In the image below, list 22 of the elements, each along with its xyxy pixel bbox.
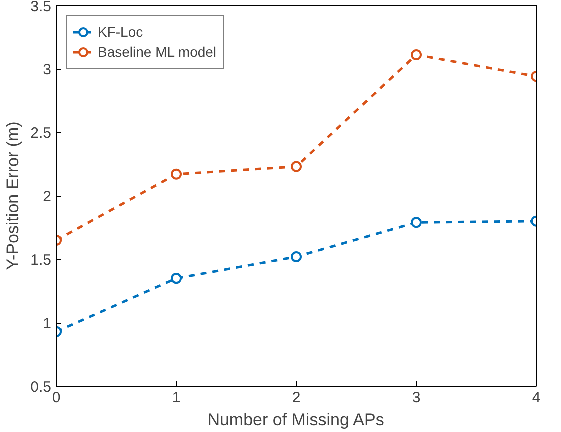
point <box>411 50 422 61</box>
point <box>171 273 182 284</box>
point <box>291 251 302 262</box>
y-tick-label: 1 <box>43 316 52 332</box>
x-tick-label: 4 <box>532 390 541 406</box>
y-tick-label: 2.5 <box>30 125 52 142</box>
y-tick-label: 3.5 <box>30 0 52 16</box>
y-tick-label: 2 <box>43 188 52 206</box>
x-axis-title: Number of Missing APs <box>208 410 384 430</box>
point <box>291 161 302 172</box>
legend-label: KF-Loc <box>98 24 144 40</box>
x-tick-label: 3 <box>412 390 421 406</box>
y-tick-label: 0.5 <box>30 379 52 396</box>
legend-label: Baseline ML model <box>98 44 217 60</box>
x-tick-label: 2 <box>292 390 301 406</box>
y-axis-title: Y-Position Error (m) <box>4 122 23 270</box>
x-tick-label: 0 <box>52 390 61 406</box>
point <box>411 217 422 228</box>
x-tick-label: 1 <box>172 390 181 406</box>
y-tick-label: 3 <box>43 62 52 78</box>
y-tick-label: 1.5 <box>30 252 52 269</box>
point <box>171 168 182 180</box>
